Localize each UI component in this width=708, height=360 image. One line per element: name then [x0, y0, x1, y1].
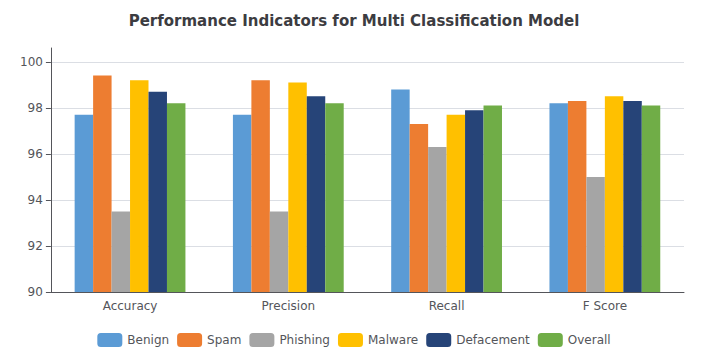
svg-text:Phishing: Phishing [279, 333, 330, 347]
svg-text:92: 92 [28, 239, 43, 253]
svg-text:Overall: Overall [568, 333, 611, 347]
svg-text:100: 100 [20, 55, 43, 69]
svg-text:Spam: Spam [207, 333, 241, 347]
svg-text:98: 98 [28, 101, 43, 115]
svg-text:Accuracy: Accuracy [103, 299, 158, 313]
svg-text:94: 94 [28, 193, 43, 207]
svg-text:96: 96 [28, 147, 43, 161]
svg-text:Recall: Recall [429, 299, 465, 313]
svg-text:Performance Indicators for Mul: Performance Indicators for Multi Classif… [129, 12, 580, 30]
svg-text:Precision: Precision [262, 299, 316, 313]
svg-text:Malware: Malware [368, 333, 418, 347]
svg-text:Defacement: Defacement [456, 333, 530, 347]
svg-text:Benign: Benign [127, 333, 169, 347]
svg-text:F Score: F Score [583, 299, 627, 313]
svg-text:90: 90 [28, 285, 43, 299]
